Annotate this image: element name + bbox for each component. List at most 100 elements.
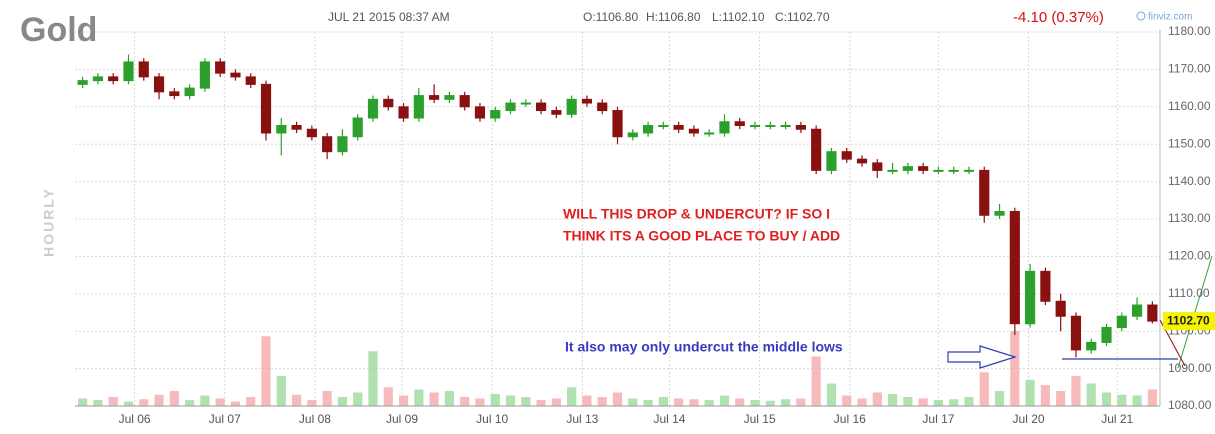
volume-bar bbox=[735, 398, 745, 406]
candle-body bbox=[230, 72, 241, 78]
volume-bar bbox=[292, 394, 302, 406]
candle-body bbox=[963, 169, 975, 172]
volume-bar bbox=[1071, 376, 1081, 406]
candle-body bbox=[444, 95, 455, 100]
volume-bar bbox=[811, 356, 821, 406]
candle-body bbox=[566, 98, 577, 115]
candle-body bbox=[413, 95, 424, 119]
candle-body bbox=[918, 166, 929, 171]
candle-body bbox=[673, 125, 684, 130]
volume-bar bbox=[246, 397, 256, 406]
volume-bar bbox=[979, 372, 989, 406]
candle-body bbox=[795, 125, 806, 130]
volume-bar bbox=[368, 351, 378, 406]
candle-body bbox=[612, 110, 623, 138]
volume-bar bbox=[964, 397, 974, 406]
candle-body bbox=[153, 76, 165, 93]
volume-layer bbox=[78, 331, 1157, 406]
candle-body bbox=[765, 125, 776, 127]
volume-bar bbox=[842, 395, 852, 406]
x-tick-label: Jul 07 bbox=[209, 412, 241, 426]
candle-body bbox=[398, 106, 409, 119]
volume-bar bbox=[1147, 389, 1157, 406]
volume-bar bbox=[215, 398, 225, 406]
candle-body bbox=[108, 76, 119, 82]
volume-bar bbox=[139, 399, 149, 406]
volume-bar bbox=[582, 395, 592, 406]
x-tick-label: Jul 17 bbox=[922, 412, 954, 426]
volume-bar bbox=[1025, 379, 1035, 406]
volume-bar bbox=[536, 400, 546, 406]
candle-body bbox=[811, 128, 822, 171]
x-tick-label: Jul 20 bbox=[1013, 412, 1045, 426]
volume-bar bbox=[781, 399, 791, 406]
candle-body bbox=[520, 102, 531, 105]
volume-bar bbox=[597, 397, 607, 406]
volume-bar bbox=[994, 391, 1005, 406]
volume-bar bbox=[276, 376, 286, 406]
y-tick-label: 1140.00 bbox=[1168, 174, 1211, 188]
volume-bar bbox=[1132, 395, 1142, 406]
candle-body bbox=[245, 76, 256, 85]
candle-body bbox=[551, 110, 562, 115]
candle-body bbox=[1025, 270, 1036, 325]
x-tick-label: Jul 21 bbox=[1101, 412, 1133, 426]
volume-bar bbox=[1040, 385, 1050, 406]
candle-body bbox=[948, 169, 959, 172]
volume-bar bbox=[857, 398, 867, 406]
candle-body bbox=[933, 169, 944, 172]
candle-body bbox=[734, 121, 745, 127]
candle-body bbox=[688, 128, 699, 134]
candle-body bbox=[138, 61, 149, 78]
volume-bar bbox=[230, 401, 241, 406]
volume-bar bbox=[108, 397, 118, 406]
volume-bar bbox=[674, 398, 684, 406]
y-tick-label: 1170.00 bbox=[1168, 62, 1211, 76]
price-change: -4.10 (0.37%) bbox=[1013, 9, 1104, 26]
volume-bar bbox=[505, 395, 516, 406]
volume-bar bbox=[933, 400, 943, 406]
volume-bar bbox=[429, 392, 439, 406]
volume-bar bbox=[658, 397, 668, 406]
source: finviz.com bbox=[1148, 12, 1192, 23]
quote-close: C:1102.70 bbox=[775, 10, 830, 24]
volume-bar bbox=[796, 398, 806, 406]
candle-body bbox=[1040, 270, 1051, 302]
candle-body bbox=[337, 136, 348, 153]
volume-bar bbox=[200, 395, 210, 406]
volume-bar bbox=[78, 398, 88, 406]
candle-body bbox=[536, 102, 547, 112]
annotation-arrow bbox=[947, 345, 1018, 369]
candle-layer bbox=[77, 54, 1158, 358]
volume-bar bbox=[398, 395, 409, 406]
volume-bar bbox=[185, 400, 195, 406]
candle-body bbox=[291, 125, 302, 130]
candle-body bbox=[642, 125, 654, 134]
candle-body bbox=[627, 132, 638, 138]
volume-bar bbox=[719, 395, 730, 406]
volume-bar bbox=[765, 400, 775, 406]
candle-body bbox=[352, 117, 363, 138]
candle-body bbox=[429, 95, 440, 100]
volume-bar bbox=[872, 392, 882, 406]
y-axis-title: HOURLY bbox=[41, 187, 57, 257]
volume-bar bbox=[1117, 394, 1127, 406]
last-price-label: 1102.70 bbox=[1167, 313, 1210, 327]
candle-body bbox=[1116, 315, 1127, 328]
candle-body bbox=[826, 151, 837, 171]
quote-low: L:1102.10 bbox=[712, 10, 765, 24]
annotation: WILL THIS DROP & UNDERCUT? IF SO I bbox=[563, 206, 830, 222]
volume-bar bbox=[475, 398, 485, 406]
candle-body bbox=[123, 61, 134, 82]
quote-high: H:1106.80 bbox=[646, 10, 701, 24]
candle-body bbox=[658, 125, 669, 127]
candle-body bbox=[199, 61, 210, 89]
volume-bar bbox=[689, 399, 699, 406]
candle-body bbox=[1055, 300, 1066, 317]
volume-bar bbox=[903, 397, 913, 406]
candle-body bbox=[1131, 304, 1143, 317]
volume-bar bbox=[826, 383, 837, 406]
candle-body bbox=[1101, 326, 1112, 343]
candle-body bbox=[749, 125, 761, 127]
